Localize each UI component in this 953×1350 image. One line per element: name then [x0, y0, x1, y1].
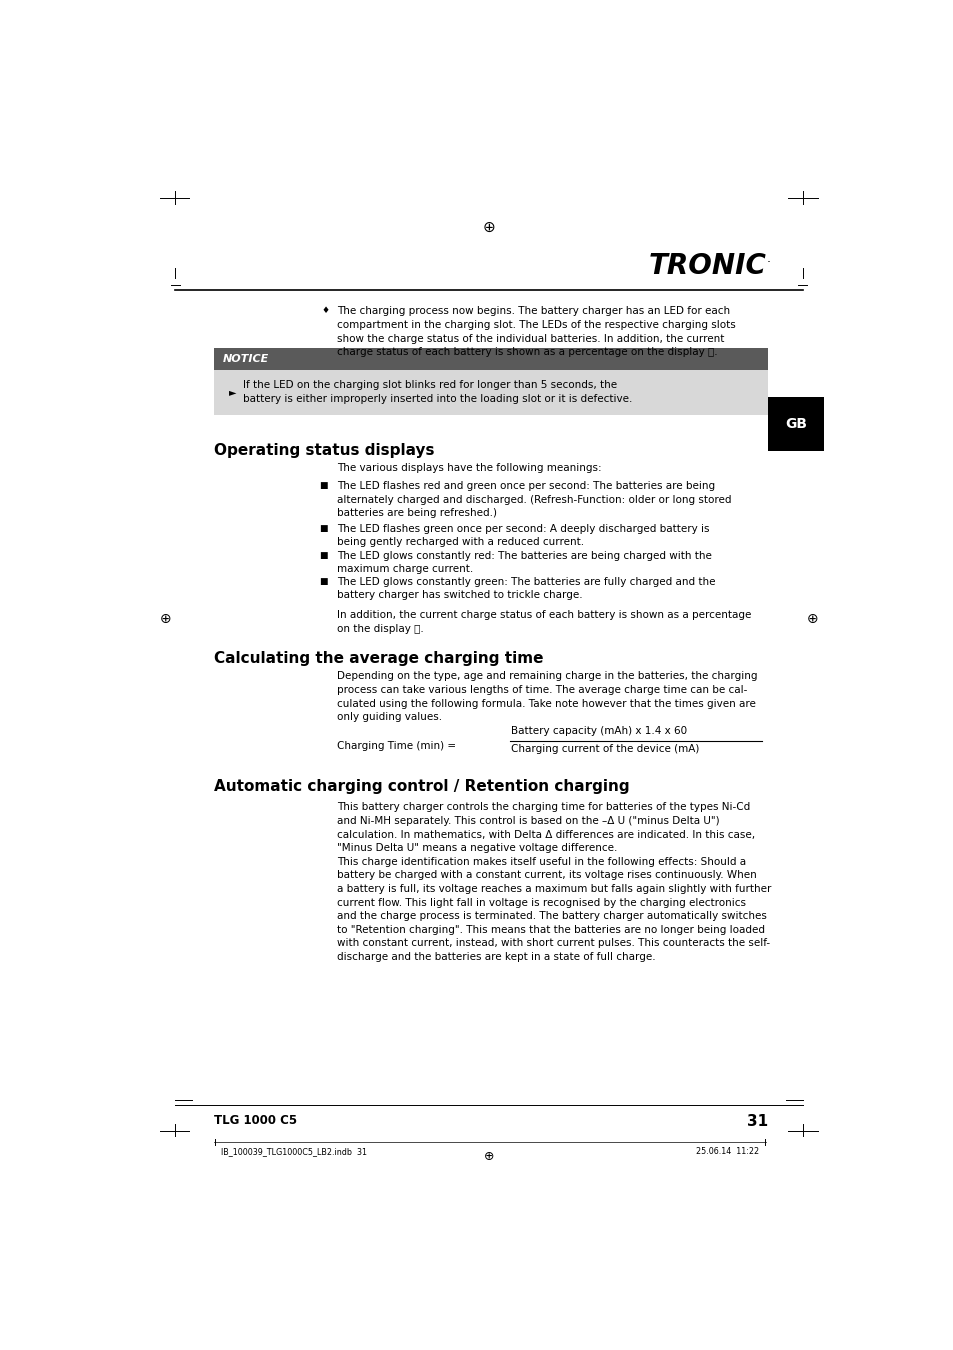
- Text: ⊕: ⊕: [159, 613, 171, 626]
- Text: In addition, the current charge status of each battery is shown as a percentage
: In addition, the current charge status o…: [337, 610, 751, 633]
- Text: If the LED on the charging slot blinks red for longer than 5 seconds, the
batter: If the LED on the charging slot blinks r…: [243, 379, 632, 404]
- Text: NOTICE: NOTICE: [222, 354, 269, 364]
- Text: The LED glows constantly red: The batteries are being charged with the
maximum c: The LED glows constantly red: The batter…: [337, 551, 712, 574]
- Text: 31: 31: [746, 1114, 767, 1129]
- FancyBboxPatch shape: [213, 348, 767, 370]
- Text: Operating status displays: Operating status displays: [213, 443, 434, 458]
- Text: ⊕: ⊕: [482, 220, 495, 235]
- Text: ■: ■: [318, 481, 327, 490]
- Text: TRONIC: TRONIC: [648, 252, 765, 279]
- Text: ⊕: ⊕: [806, 613, 818, 626]
- Text: The charging process now begins. The battery charger has an LED for each
compart: The charging process now begins. The bat…: [337, 306, 736, 358]
- Text: Battery capacity (mAh) x 1.4 x 60: Battery capacity (mAh) x 1.4 x 60: [511, 726, 686, 736]
- Text: ►: ►: [229, 386, 236, 397]
- Text: ♦: ♦: [321, 306, 329, 316]
- FancyBboxPatch shape: [767, 397, 823, 451]
- Text: 25.06.14  11:22: 25.06.14 11:22: [696, 1148, 759, 1157]
- Text: ■: ■: [318, 524, 327, 533]
- Text: GB: GB: [784, 417, 806, 431]
- Text: Calculating the average charging time: Calculating the average charging time: [213, 651, 543, 666]
- Text: Automatic charging control / Retention charging: Automatic charging control / Retention c…: [213, 779, 629, 794]
- Text: ■: ■: [318, 576, 327, 586]
- Text: The LED flashes red and green once per second: The batteries are being
alternate: The LED flashes red and green once per s…: [337, 481, 731, 518]
- Text: TLG 1000 C5: TLG 1000 C5: [213, 1114, 296, 1127]
- Text: Charging Time (min) =: Charging Time (min) =: [337, 741, 459, 751]
- Text: IB_100039_TLG1000C5_LB2.indb  31: IB_100039_TLG1000C5_LB2.indb 31: [220, 1148, 366, 1157]
- Text: This battery charger controls the charging time for batteries of the types Ni-Cd: This battery charger controls the chargi…: [337, 802, 771, 963]
- Text: Depending on the type, age and remaining charge in the batteries, the charging
p: Depending on the type, age and remaining…: [337, 671, 757, 722]
- Text: ■: ■: [318, 551, 327, 560]
- Text: ⊕: ⊕: [483, 1150, 494, 1162]
- Text: ·: ·: [766, 256, 770, 270]
- Text: The LED glows constantly green: The batteries are fully charged and the
battery : The LED glows constantly green: The batt…: [337, 576, 715, 601]
- Text: The LED flashes green once per second: A deeply discharged battery is
being gent: The LED flashes green once per second: A…: [337, 524, 709, 547]
- FancyBboxPatch shape: [213, 370, 767, 414]
- Text: Charging current of the device (mA): Charging current of the device (mA): [511, 744, 699, 755]
- Text: The various displays have the following meanings:: The various displays have the following …: [337, 463, 601, 474]
